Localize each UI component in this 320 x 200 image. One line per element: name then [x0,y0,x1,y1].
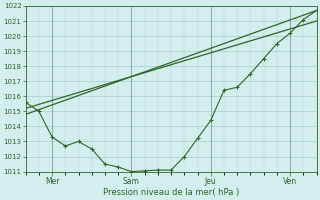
X-axis label: Pression niveau de la mer( hPa ): Pression niveau de la mer( hPa ) [103,188,239,197]
